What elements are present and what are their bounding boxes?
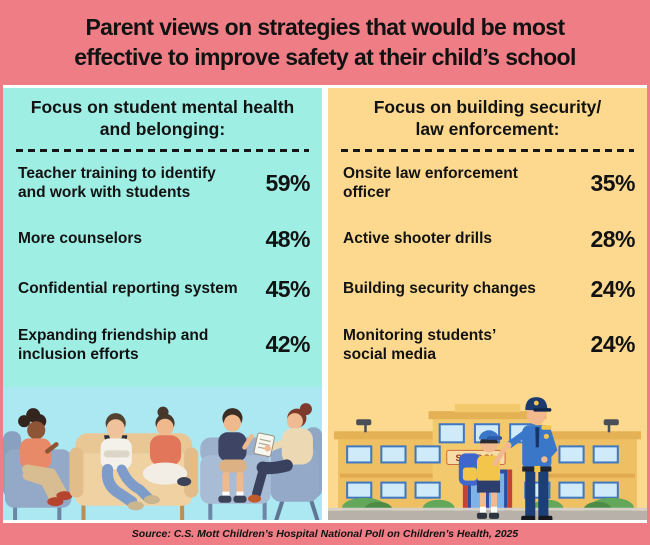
panel-mental-health: Focus on student mental health and belon… bbox=[3, 88, 322, 520]
stat-row: More counselors 48% bbox=[18, 226, 310, 253]
stat-label: Teacher training to identify and work wi… bbox=[18, 164, 216, 202]
dashed-divider bbox=[16, 148, 309, 152]
stat-list: Teacher training to identify and work wi… bbox=[3, 152, 322, 388]
stat-row: Expanding friendship and inclusion effor… bbox=[18, 326, 310, 365]
stat-row: Active shooter drills 28% bbox=[343, 226, 635, 253]
source-attribution: Source: C.S. Mott Children’s Hospital Na… bbox=[131, 528, 519, 540]
stat-row: Teacher training to identify and work wi… bbox=[18, 164, 310, 203]
panel-mental-health-heading: Focus on student mental health and belon… bbox=[3, 88, 322, 145]
stat-value: 45% bbox=[265, 275, 310, 302]
page-title-line-1: Parent views on strategies that would be… bbox=[85, 14, 565, 41]
panel-building-security: Focus on building security/ law enforcem… bbox=[328, 88, 647, 520]
security-camera-icon bbox=[603, 419, 619, 433]
heading-line: and belonging: bbox=[99, 118, 226, 139]
heading-line: Focus on building security/ bbox=[373, 97, 602, 117]
stat-value: 24% bbox=[590, 275, 635, 302]
stat-label: More counselors bbox=[18, 230, 143, 248]
stat-row: Onsite law enforcement officer 35% bbox=[343, 164, 635, 203]
stat-value: 48% bbox=[265, 225, 310, 252]
heading-line: Focus on student mental health bbox=[30, 97, 295, 117]
security-camera-icon bbox=[356, 419, 372, 433]
stat-label: Monitoring students’ social media bbox=[343, 326, 497, 363]
stat-list: Onsite law enforcement officer 35% Activ… bbox=[328, 152, 647, 388]
stat-value: 42% bbox=[265, 331, 310, 358]
group-counseling-illustration bbox=[3, 387, 322, 520]
stat-value: 24% bbox=[590, 331, 635, 358]
stat-label: Onsite law enforcement officer bbox=[343, 164, 518, 202]
stat-label: Building security changes bbox=[343, 280, 536, 298]
dashed-divider bbox=[341, 148, 634, 152]
stat-label: Active shooter drills bbox=[343, 230, 493, 248]
stat-value: 59% bbox=[265, 169, 310, 196]
page-title-line-2: effective to improve safety at their chi… bbox=[74, 43, 576, 70]
stat-label: Expanding friendship and inclusion effor… bbox=[18, 326, 209, 363]
panels-row: Focus on student mental health and belon… bbox=[3, 85, 647, 523]
stat-label: Confidential reporting system bbox=[18, 280, 238, 298]
header: Parent views on strategies that would be… bbox=[0, 0, 650, 85]
footer: Source: C.S. Mott Children’s Hospital Na… bbox=[0, 523, 650, 545]
heading-line: law enforcement: bbox=[415, 118, 560, 139]
stat-value: 35% bbox=[590, 169, 635, 196]
panel-building-security-heading: Focus on building security/ law enforcem… bbox=[328, 88, 647, 145]
school-security-illustration: SCHOOL bbox=[328, 387, 647, 520]
stat-row: Monitoring students’ social media 24% bbox=[343, 326, 635, 365]
stat-row: Confidential reporting system 45% bbox=[18, 276, 310, 303]
stat-value: 28% bbox=[590, 225, 635, 252]
stat-row: Building security changes 24% bbox=[343, 276, 635, 303]
